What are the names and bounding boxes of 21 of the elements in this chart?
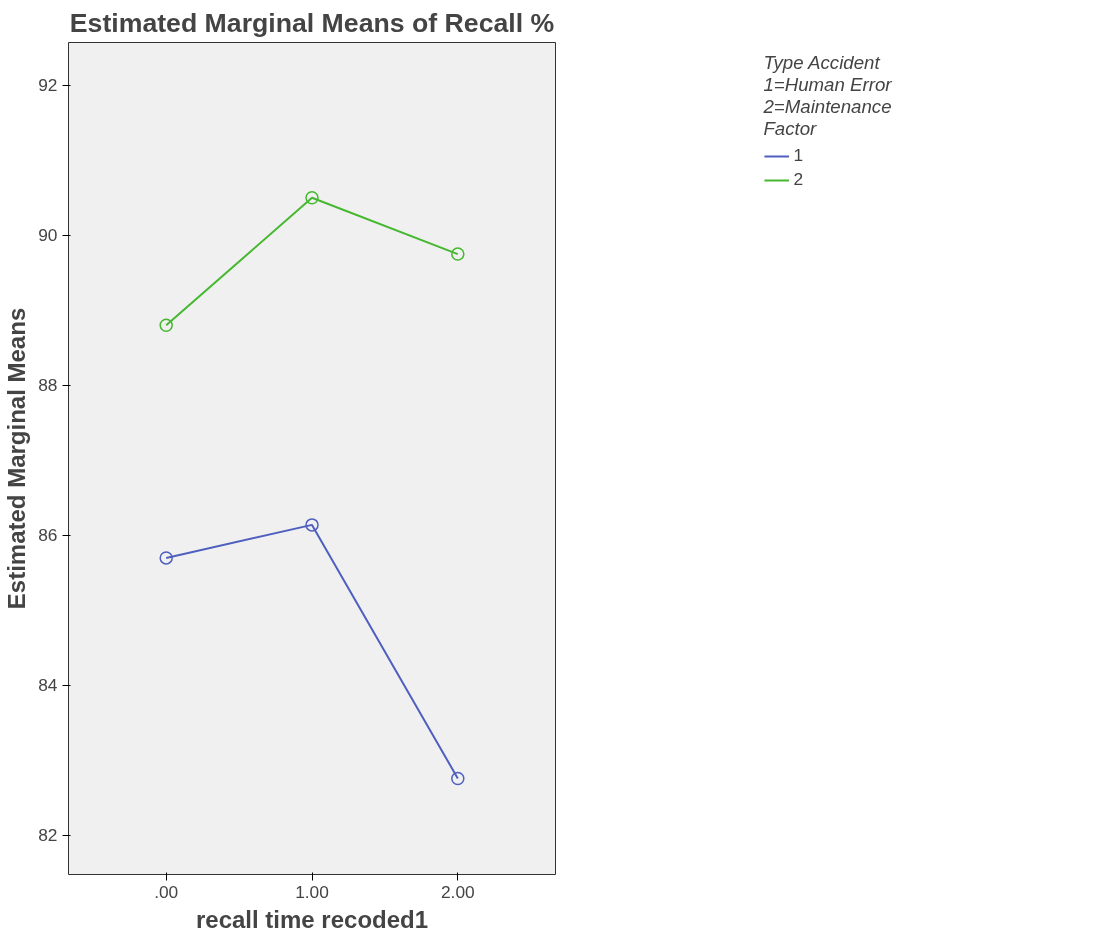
y-tick-label: 84: [38, 675, 58, 696]
x-tick-label: 2.00: [440, 881, 475, 902]
point: [159, 318, 173, 333]
x-tick-label: .00: [154, 881, 179, 902]
point: [305, 191, 319, 205]
point: [451, 247, 465, 261]
y-tick-label: 86: [38, 525, 58, 546]
y-axis-title: Estimated Marginal Means: [3, 307, 31, 610]
point: [451, 771, 465, 786]
chart-title: Estimated Marginal Means of Recall %: [69, 7, 555, 38]
y-tick-label: 90: [38, 225, 58, 246]
point: [305, 518, 319, 532]
y-tick-label: 88: [38, 375, 58, 396]
y-tick-label: 82: [38, 825, 58, 846]
x-tick-label: 1.00: [295, 881, 329, 902]
legend-label: 1: [793, 145, 805, 166]
legend-label: 2: [793, 169, 805, 190]
point: [159, 551, 173, 565]
x-axis-title: recall time recoded1: [195, 905, 429, 933]
y-tick-label: 92: [38, 75, 58, 96]
legend-title: Type Accident 1=Human Error 2=Maintenance Factor: [763, 52, 892, 140]
